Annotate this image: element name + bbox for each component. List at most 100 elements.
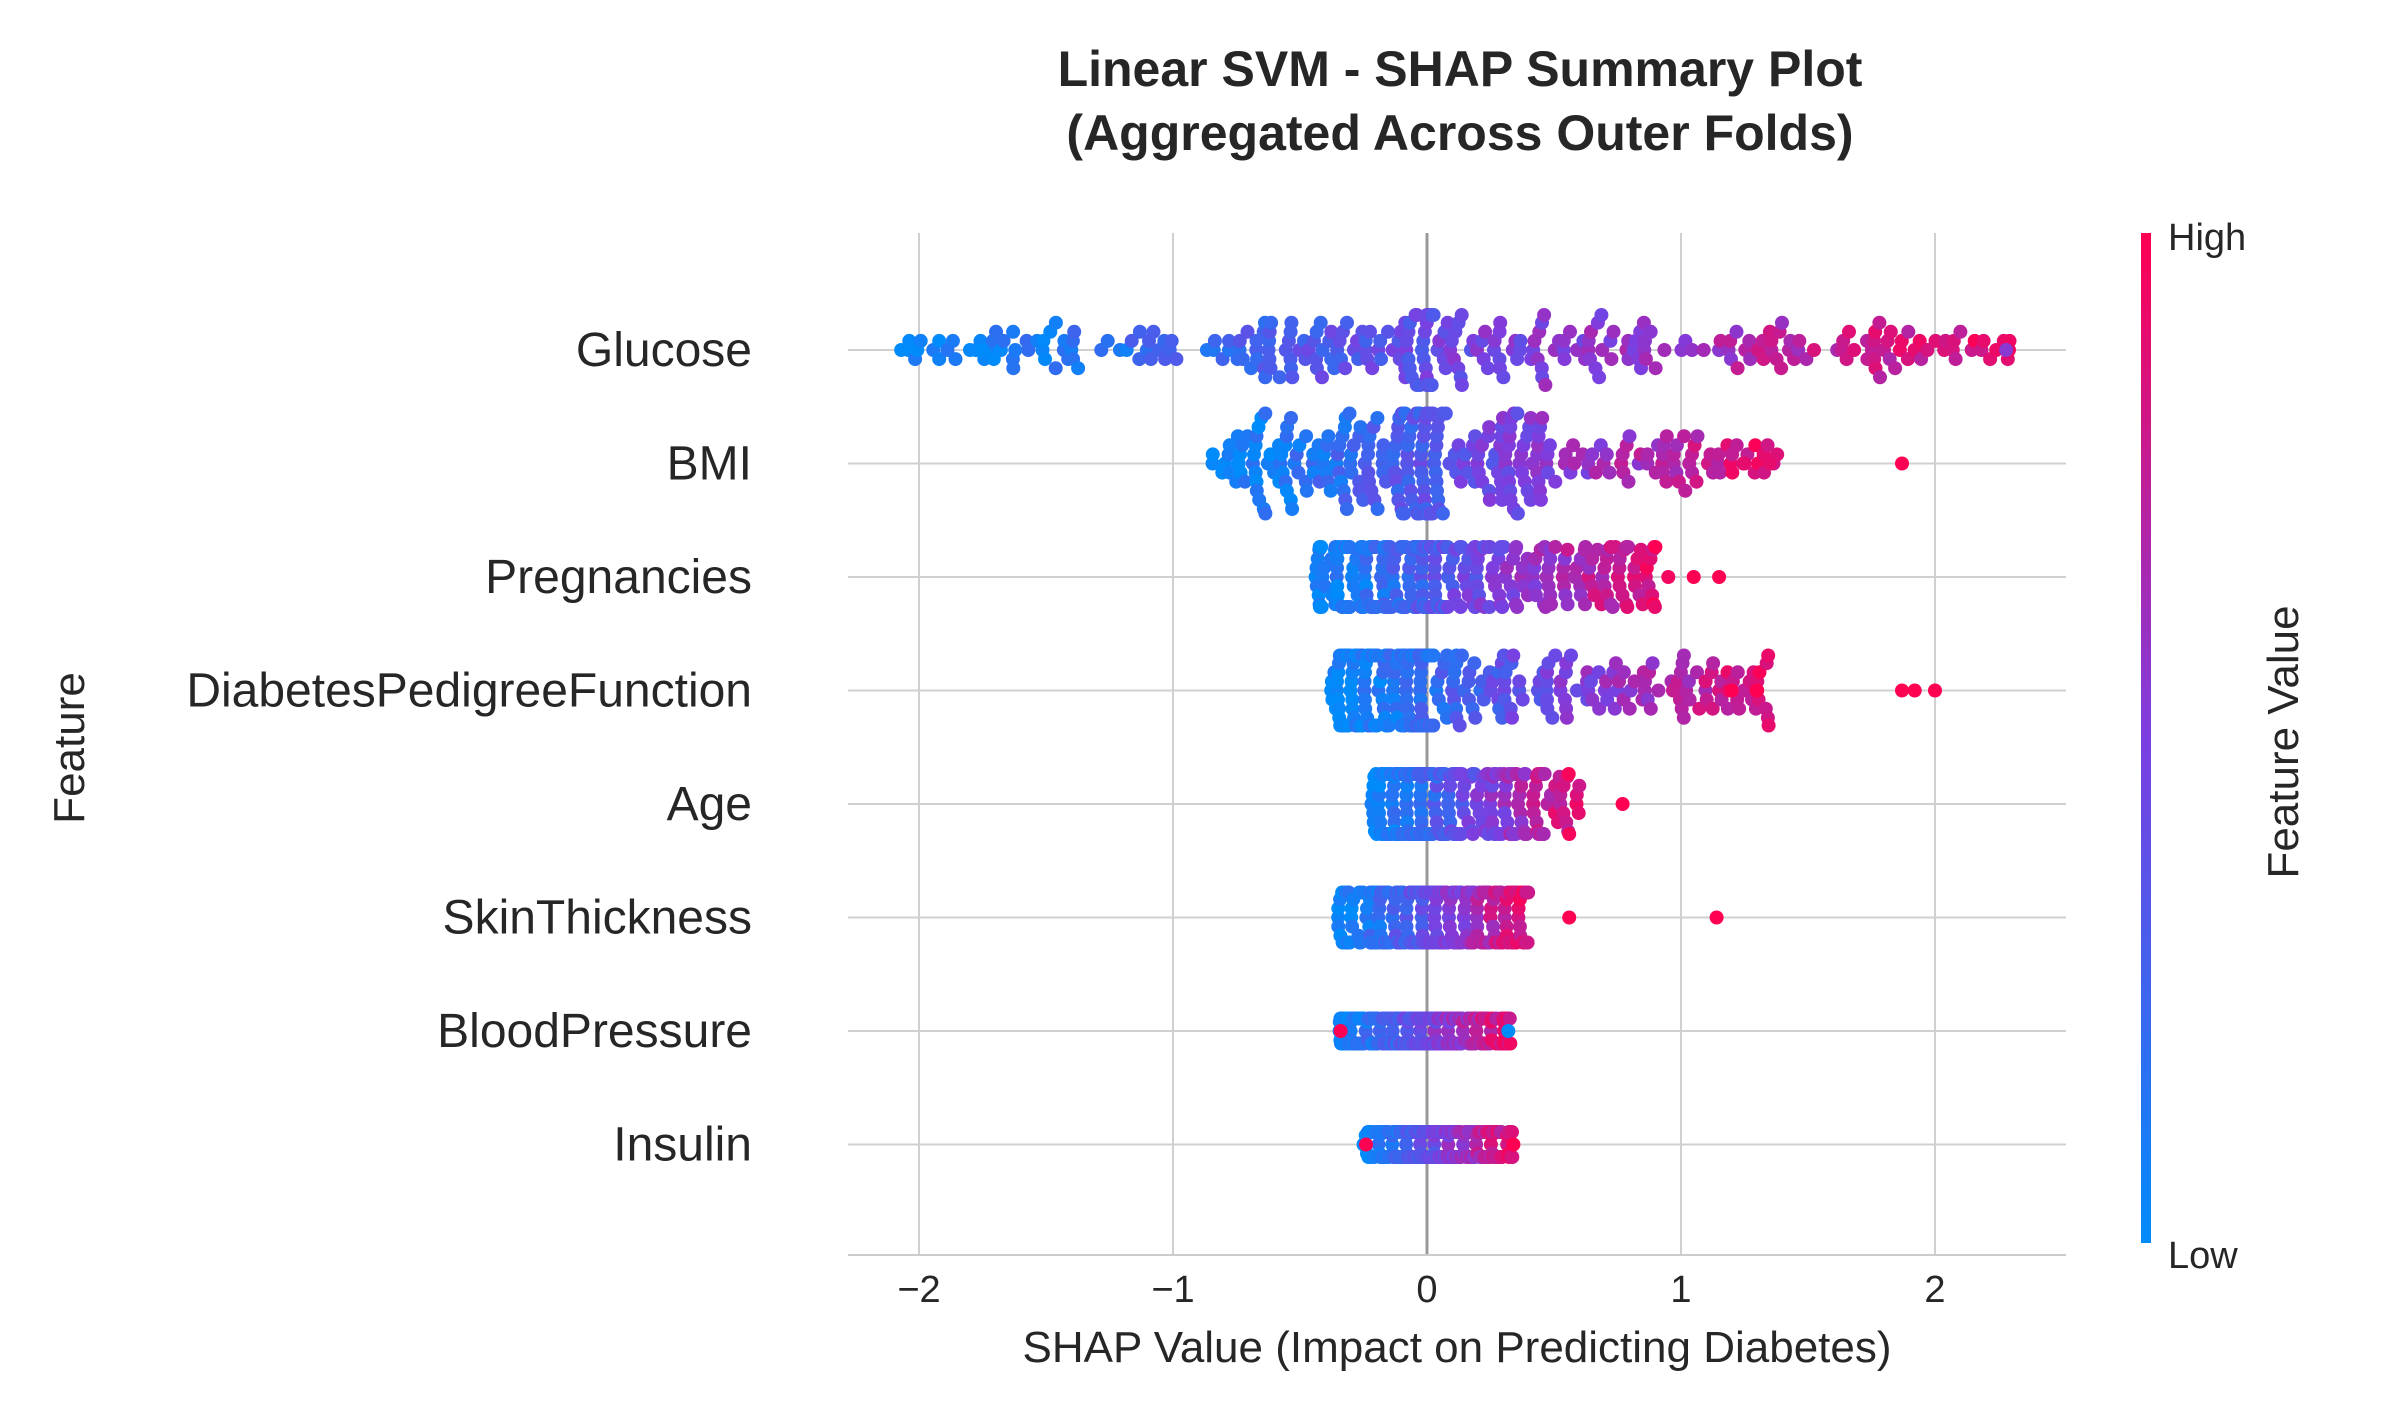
shap-point <box>1696 343 1711 357</box>
shap-point <box>1132 324 1147 339</box>
shap-point <box>1592 370 1607 385</box>
shap-point-outlier <box>975 343 990 357</box>
shap-point <box>1621 474 1636 489</box>
shap-point <box>1370 411 1385 425</box>
shap-point <box>1482 600 1497 614</box>
shap-point <box>1792 333 1807 348</box>
shap-point <box>1643 324 1658 339</box>
shap-point <box>1284 411 1298 425</box>
shap-point <box>1578 597 1592 612</box>
shap-point <box>1071 361 1086 376</box>
shap-point <box>1685 343 1699 357</box>
shap-point <box>1621 540 1636 554</box>
shap-point <box>1426 718 1441 733</box>
shap-point <box>1008 343 1023 357</box>
shap-point <box>932 352 947 367</box>
shap-point <box>1424 378 1439 392</box>
shap-point <box>1426 308 1441 322</box>
shap-point <box>1760 438 1775 453</box>
shap-point <box>1169 352 1184 367</box>
x-tick-label: −2 <box>897 1269 940 1311</box>
shap-point <box>1622 701 1637 716</box>
shap-point <box>1542 438 1557 453</box>
shap-point <box>1602 465 1617 480</box>
shap-point <box>1505 1125 1519 1139</box>
shap-point <box>1370 502 1385 516</box>
shap-point <box>1379 474 1393 489</box>
shap-point-outlier <box>1501 1024 1516 1038</box>
shap-point <box>1363 324 1377 339</box>
shap-point <box>1493 315 1508 330</box>
shap-point <box>1607 701 1622 716</box>
shap-point-outlier <box>1895 456 1909 471</box>
shap-point <box>945 333 960 348</box>
shap-point <box>1657 343 1672 357</box>
shap-point <box>1578 540 1593 554</box>
shap-point <box>1021 343 1036 357</box>
feature-labels: Glucose BMI Pregnancies DiabetesPedigreeFun… <box>186 324 752 1172</box>
shap-point <box>1502 1011 1517 1026</box>
shap-point <box>1561 767 1576 781</box>
shap-point <box>1633 542 1648 557</box>
shap-point <box>1912 333 1927 348</box>
shap-point <box>1467 656 1482 671</box>
shap-point <box>1468 710 1483 725</box>
shap-point <box>1764 333 1779 348</box>
feature-label: Pregnancies <box>485 551 752 604</box>
shap-point-outlier <box>1506 1137 1521 1152</box>
shap-point <box>1038 352 1052 367</box>
shap-point <box>1592 701 1607 716</box>
shap-point <box>1452 718 1467 733</box>
shap-point <box>1537 308 1552 322</box>
shap-point <box>1515 692 1530 707</box>
shap-point <box>1920 343 1935 357</box>
shap-point <box>1321 429 1336 444</box>
shap-point <box>1756 352 1771 367</box>
shap-point <box>1513 333 1528 348</box>
shap-point <box>1512 674 1527 689</box>
colorbar-high-label: High <box>2168 217 2246 259</box>
shap-point-outlier <box>1737 456 1752 471</box>
shap-point <box>1842 324 1856 339</box>
shap-point <box>1356 492 1371 507</box>
shap-point <box>1706 656 1721 671</box>
shap-point <box>1928 333 1943 348</box>
shap-point <box>1381 324 1395 339</box>
shap-point <box>1100 333 1115 348</box>
shap-point <box>1495 600 1510 614</box>
shap-point <box>1560 597 1575 612</box>
shap-point <box>1315 370 1329 385</box>
shap-point-outlier <box>1895 683 1909 698</box>
shap-point <box>1299 429 1314 444</box>
shap-point <box>932 333 947 348</box>
shap-point <box>1284 315 1299 330</box>
shap-point <box>1872 315 1887 330</box>
shap-point <box>1440 315 1455 330</box>
shap-point <box>1207 333 1222 348</box>
shap-point <box>1948 352 1963 367</box>
shap-point-outlier <box>1333 1024 1348 1038</box>
chart-title-line1: Linear SVM - SHAP Summary Plot <box>1058 41 1863 97</box>
shap-point-outlier <box>1907 683 1922 698</box>
shap-point <box>1373 333 1388 348</box>
shap-point <box>1048 315 1063 330</box>
shap-point <box>1438 361 1453 376</box>
shap-point <box>1689 474 1704 489</box>
shap-point <box>1505 1150 1520 1164</box>
shap-point <box>1454 827 1469 841</box>
shap-point <box>1067 324 1082 339</box>
y-axis-label: Feature <box>45 672 94 824</box>
shap-point <box>1164 333 1179 348</box>
shap-point <box>1374 352 1388 367</box>
shap-point <box>1627 674 1642 689</box>
shap-point <box>1344 465 1359 480</box>
shap-point <box>1645 656 1660 671</box>
shap-point <box>1643 701 1658 716</box>
shap-point <box>1713 333 1728 348</box>
shap-point <box>1678 483 1693 498</box>
shap-point <box>1725 465 1740 480</box>
shap-point <box>1505 710 1519 725</box>
shap-point <box>1528 588 1543 603</box>
shap-point <box>1729 438 1744 453</box>
